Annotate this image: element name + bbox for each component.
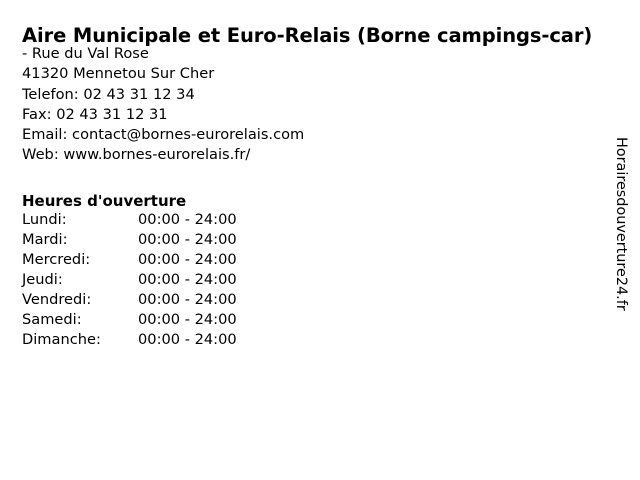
day-label: Jeudi: [22, 271, 63, 288]
page-title: Aire Municipale et Euro-Relais (Borne ca… [22, 24, 593, 48]
day-hours: 00:00 - 24:00 [138, 331, 237, 348]
day-label: Vendredi: [22, 291, 92, 308]
day-label: Mardi: [22, 231, 68, 248]
day-hours: 00:00 - 24:00 [138, 211, 237, 228]
table-row: Mardi: 00:00 - 24:00 [22, 230, 278, 250]
site-watermark: Horairesdouverture24.fr [612, 137, 634, 357]
opening-hours-heading: Heures d'ouverture [22, 192, 187, 211]
day-label: Samedi: [22, 311, 82, 328]
table-row: Dimanche: 00:00 - 24:00 [22, 330, 278, 350]
day-hours: 00:00 - 24:00 [138, 311, 237, 328]
day-hours: 00:00 - 24:00 [138, 271, 237, 288]
contact-block: - Rue du Val Rose 41320 Mennetou Sur Che… [22, 44, 582, 166]
address-street: - Rue du Val Rose [22, 45, 149, 62]
table-row: Lundi: 00:00 - 24:00 [22, 210, 278, 230]
email-line: Email: contact@bornes-eurorelais.com [22, 126, 305, 144]
table-row: Vendredi: 00:00 - 24:00 [22, 290, 278, 310]
opening-hours-body: Lundi: 00:00 - 24:00 Mardi: 00:00 - 24:0… [22, 210, 278, 350]
site-watermark-label: Horairesdouverture24.fr [613, 137, 629, 311]
day-hours: 00:00 - 24:00 [138, 291, 237, 308]
day-label: Mercredi: [22, 251, 91, 268]
day-label: Lundi: [22, 211, 67, 228]
fax-line: Fax: 02 43 31 12 31 [22, 105, 168, 123]
day-hours: 00:00 - 24:00 [138, 231, 237, 248]
table-row: Jeudi: 00:00 - 24:00 [22, 270, 278, 290]
phone-line: Telefon: 02 43 31 12 34 [22, 85, 195, 103]
address-city: 41320 Mennetou Sur Cher [22, 65, 215, 83]
day-label: Dimanche: [22, 331, 101, 348]
table-row: Samedi: 00:00 - 24:00 [22, 310, 278, 330]
day-hours: 00:00 - 24:00 [138, 251, 237, 268]
opening-hours-table: Lundi: 00:00 - 24:00 Mardi: 00:00 - 24:0… [22, 210, 278, 350]
website-line: Web: www.bornes-eurorelais.fr/ [22, 146, 251, 164]
table-row: Mercredi: 00:00 - 24:00 [22, 250, 278, 270]
